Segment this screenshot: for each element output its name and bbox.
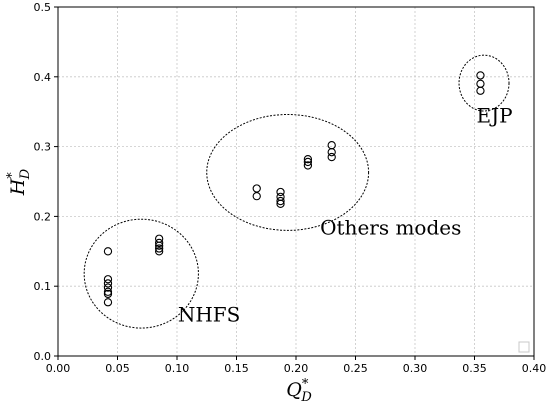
x-tick-label: 0.05	[105, 362, 130, 375]
y-tick-label: 0.4	[34, 71, 52, 84]
scatter-point	[303, 161, 313, 170]
scatter-point	[476, 79, 485, 88]
scatter-point	[103, 279, 113, 288]
scatter-point	[327, 152, 336, 162]
cluster-labels: NHFS Others modes EJP	[178, 103, 513, 326]
scatter-point	[276, 192, 285, 202]
scatter-point	[154, 234, 164, 243]
cluster-ellipse	[83, 218, 199, 329]
scatter-point	[103, 283, 113, 292]
cluster-label: NHFS	[178, 303, 241, 327]
x-axis-label: Q* D	[286, 377, 312, 405]
x-tick-label: 0.30	[403, 362, 428, 375]
scatter-point	[103, 298, 113, 307]
scatter-point	[327, 148, 336, 157]
legend-box	[518, 341, 530, 353]
scatter-point	[252, 184, 261, 193]
scatter-point	[154, 241, 164, 250]
x-tick-label: 0.35	[462, 362, 487, 375]
scatter-point	[154, 244, 164, 253]
scatter-point	[154, 247, 164, 256]
y-tick-label: 0.0	[34, 350, 52, 363]
x-tick-label: 0.25	[343, 362, 368, 375]
y-tick-label: 0.2	[34, 210, 52, 223]
x-tick-label: 0.20	[284, 362, 309, 375]
grid-lines	[58, 7, 534, 356]
scatter-point	[303, 157, 313, 167]
scatter-point	[276, 187, 285, 197]
axis-ticks: 0.00 0.05 0.10 0.15 0.20 0.25 0.30 0.35 0.40 0.0 0…	[34, 1, 547, 375]
scatter-point	[276, 199, 285, 208]
y-axis-label: H*D	[5, 168, 33, 196]
scatter-point	[276, 196, 285, 206]
scatter-point	[327, 141, 336, 150]
y-tick-label: 0.1	[34, 280, 52, 293]
x-tick-label: 0.00	[46, 362, 71, 375]
data-points	[103, 71, 485, 307]
plot-frame	[57, 6, 535, 357]
scatter-point	[103, 247, 113, 256]
scatter-point	[103, 289, 113, 299]
scatter-point	[252, 192, 261, 201]
scatter-point	[476, 86, 485, 95]
y-tick-label: 0.5	[34, 1, 52, 14]
cluster-ellipse	[458, 54, 510, 112]
x-tick-label: 0.40	[522, 362, 547, 375]
cluster-ellipses	[83, 54, 510, 329]
scatter-point	[476, 71, 485, 80]
x-tick-label: 0.15	[224, 362, 249, 375]
cluster-label: EJP	[477, 103, 513, 127]
scatter-point	[103, 287, 113, 296]
scatter-point	[103, 275, 113, 284]
y-tick-label: 0.3	[34, 141, 52, 154]
scatter-point	[154, 238, 164, 248]
cluster-label: Others modes	[320, 215, 461, 239]
x-tick-label: 0.10	[165, 362, 190, 375]
cluster-ellipse	[206, 113, 370, 231]
scatter-point	[303, 155, 313, 164]
